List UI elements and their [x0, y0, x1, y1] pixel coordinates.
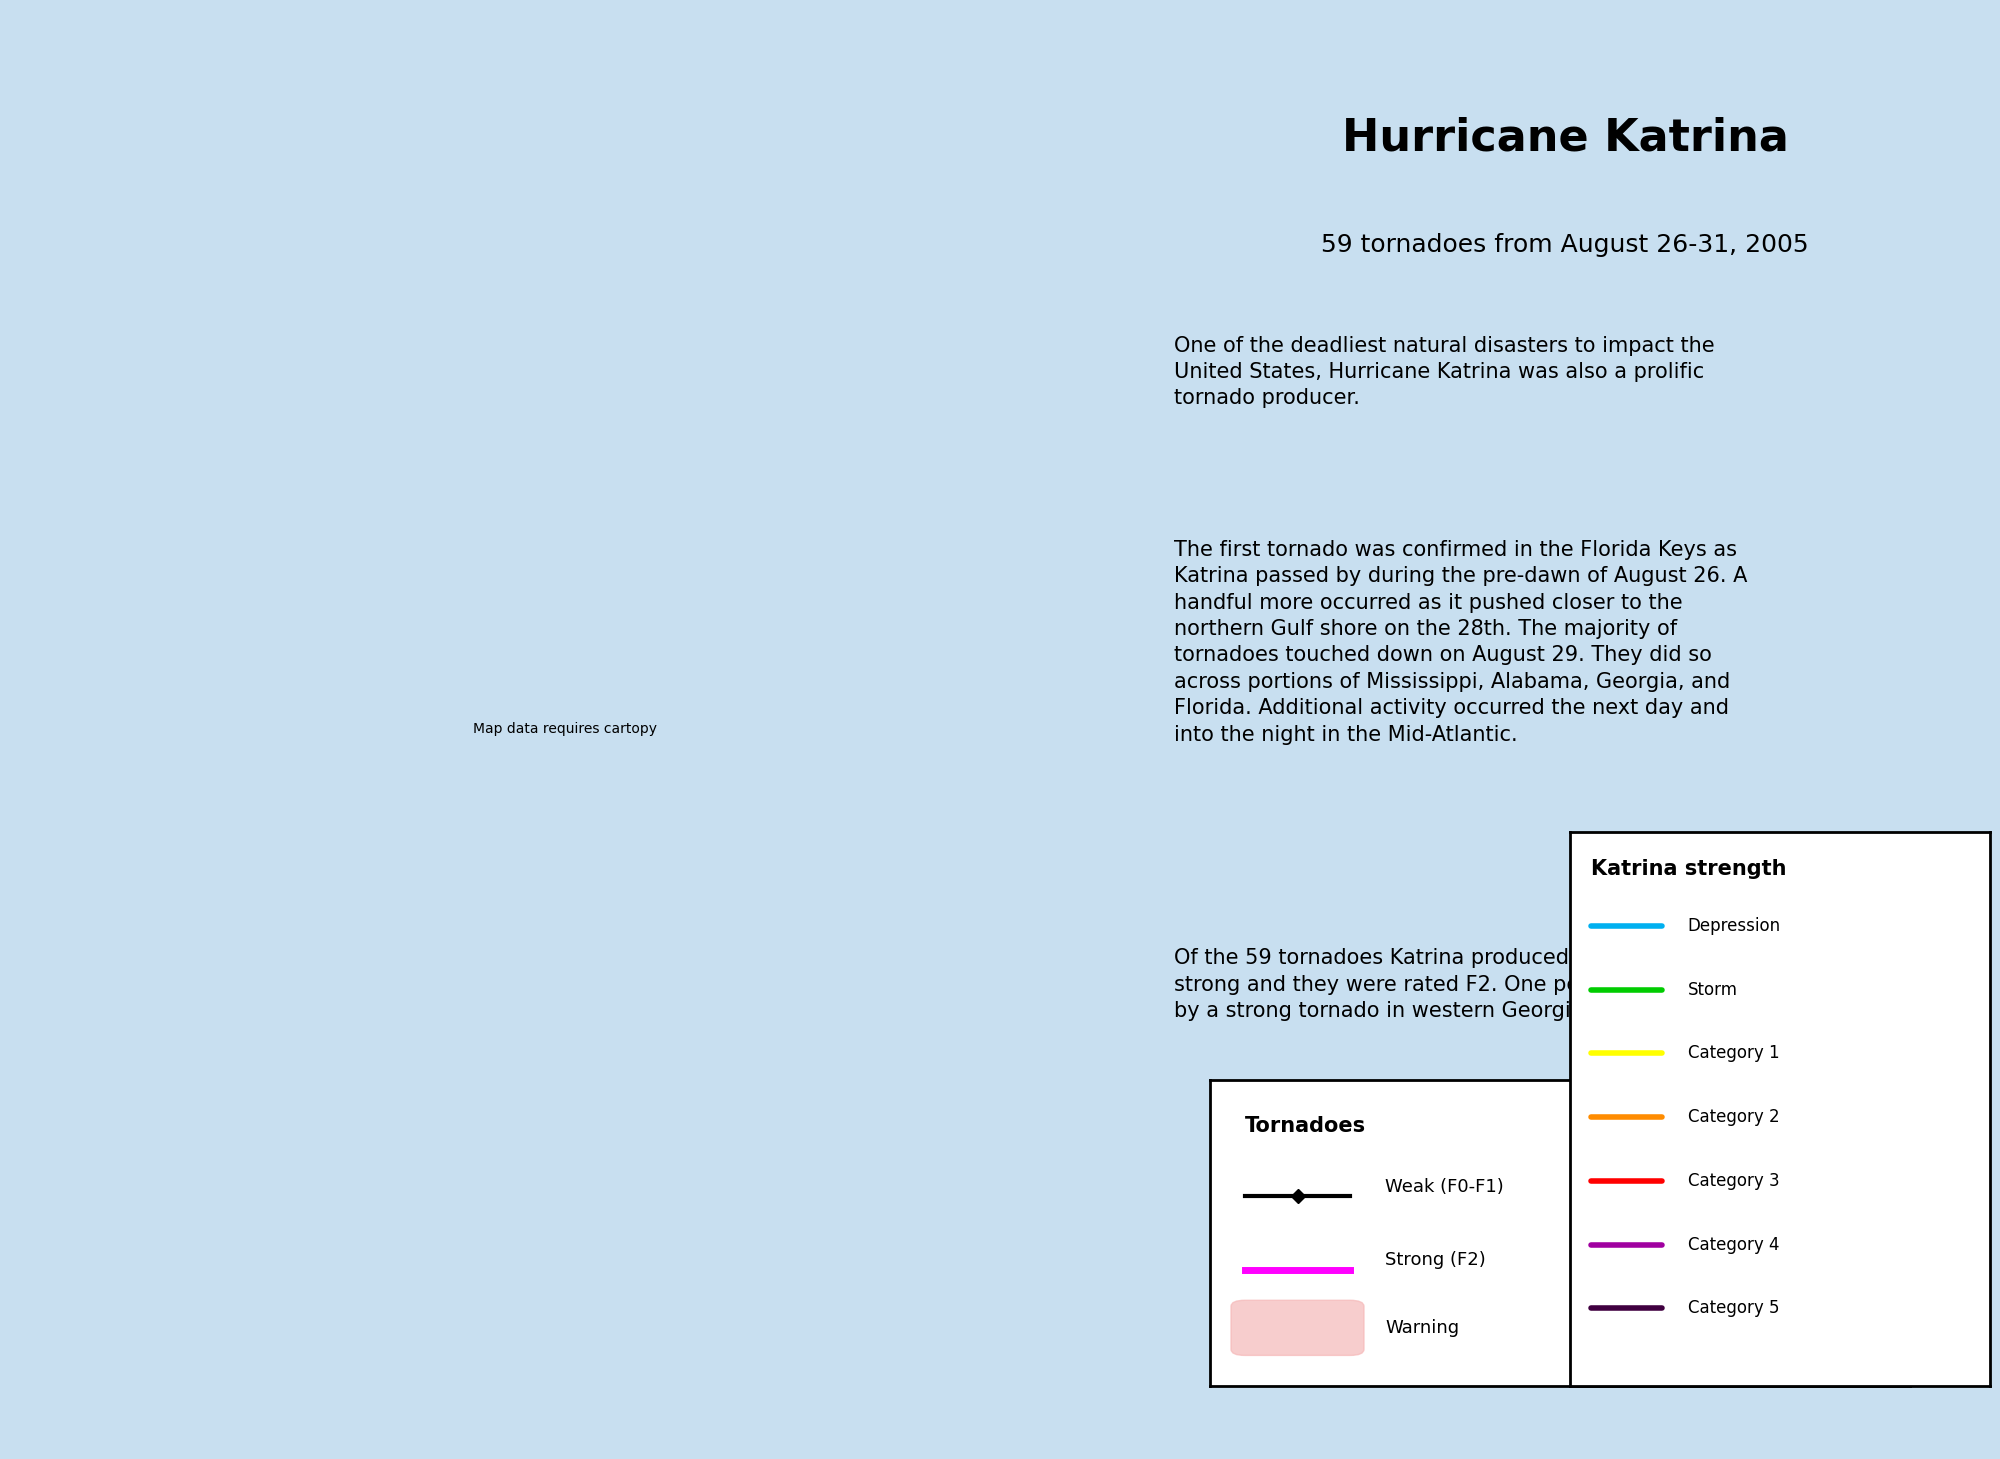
Text: Category 5: Category 5: [1688, 1300, 1780, 1317]
Text: Hurricane Katrina: Hurricane Katrina: [1342, 117, 1788, 159]
Text: Weak (F0-F1): Weak (F0-F1): [1384, 1177, 1504, 1196]
Text: Tornadoes: Tornadoes: [1216, 1094, 1346, 1115]
Text: Category 1: Category 1: [1688, 1045, 1780, 1062]
FancyBboxPatch shape: [1232, 1300, 1364, 1355]
Text: Strong (F2): Strong (F2): [1384, 1252, 1486, 1269]
Text: One of the deadliest natural disasters to impact the
United States, Hurricane Ka: One of the deadliest natural disasters t…: [1174, 336, 1714, 409]
Text: Map data requires cartopy: Map data requires cartopy: [474, 722, 656, 737]
Text: Tornadoes: Tornadoes: [1244, 1116, 1366, 1137]
Text: Category 2: Category 2: [1688, 1109, 1780, 1126]
Text: Katrina strength: Katrina strength: [1590, 859, 1786, 880]
Text: Warning: Warning: [1384, 1319, 1460, 1336]
Text: Category 3: Category 3: [1688, 1172, 1780, 1191]
Text: Depression: Depression: [1688, 916, 1780, 935]
Text: Storm: Storm: [1688, 980, 1738, 998]
Text: 59 tornadoes from August 26-31, 2005: 59 tornadoes from August 26-31, 2005: [1322, 233, 1808, 257]
Text: Of the 59 tornadoes Katrina produced, only six were
strong and they were rated F: Of the 59 tornadoes Katrina produced, on…: [1174, 948, 1734, 1021]
Text: Category 4: Category 4: [1688, 1236, 1780, 1253]
Text: The first tornado was confirmed in the Florida Keys as
Katrina passed by during : The first tornado was confirmed in the F…: [1174, 540, 1746, 744]
